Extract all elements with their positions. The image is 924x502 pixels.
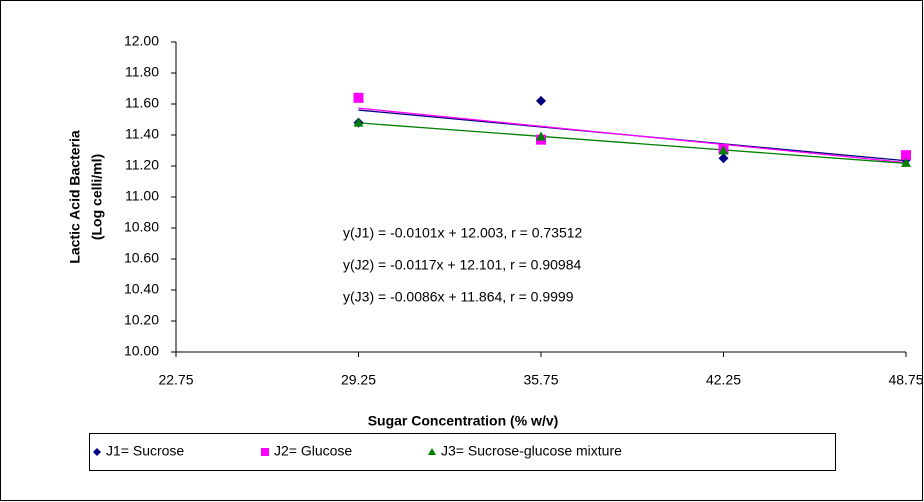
y-tick-label: 10.20 bbox=[124, 312, 159, 328]
y-tick-label: 11.40 bbox=[125, 126, 159, 142]
annotation: y(J1) = -0.0101x + 12.003, r = 0.73512 bbox=[343, 225, 583, 241]
y-tick-label: 10.80 bbox=[124, 219, 159, 235]
y-tick-label: 11.80 bbox=[125, 64, 159, 80]
legend-label: J3= Sucrose-glucose mixture bbox=[441, 443, 622, 459]
y-tick-label: 10.40 bbox=[124, 281, 159, 297]
x-tick-label: 22.75 bbox=[158, 372, 193, 388]
y-axis-title: (Log celli/ml) bbox=[89, 154, 105, 240]
y-tick-label: 11.00 bbox=[125, 188, 159, 204]
marker bbox=[536, 95, 546, 106]
y-tick-label: 11.60 bbox=[125, 95, 159, 111]
x-axis-title: Sugar Concentration (% w/v) bbox=[368, 413, 559, 429]
y-tick-label: 10.00 bbox=[124, 343, 159, 359]
y-tick-label: 12.00 bbox=[124, 33, 159, 49]
legend-label: J2= Glucose bbox=[274, 443, 352, 459]
annotation: y(J2) = -0.0117x + 12.101, r = 0.90984 bbox=[343, 257, 582, 273]
legend-box bbox=[89, 433, 836, 471]
y-tick-label: 11.20 bbox=[125, 157, 159, 173]
marker bbox=[718, 145, 729, 155]
marker bbox=[718, 153, 729, 164]
marker bbox=[353, 92, 364, 103]
legend-marker bbox=[93, 448, 101, 456]
x-tick-label: 48.75 bbox=[888, 372, 923, 388]
y-axis-title: Lactic Acid Bacteria bbox=[67, 130, 83, 264]
x-tick-label: 35.75 bbox=[523, 372, 558, 388]
trendline bbox=[358, 107, 907, 164]
marker bbox=[901, 150, 911, 161]
legend-label: J1= Sucrose bbox=[106, 443, 184, 459]
y-tick-label: 10.60 bbox=[124, 250, 159, 266]
legend-marker bbox=[261, 448, 269, 456]
marker bbox=[901, 157, 911, 167]
annotation: y(J3) = -0.0086x + 11.864, r = 0.9999 bbox=[343, 289, 574, 305]
legend-marker bbox=[428, 448, 436, 455]
x-tick-label: 42.25 bbox=[706, 372, 741, 388]
marker bbox=[353, 117, 364, 127]
marker bbox=[536, 131, 546, 141]
x-tick-label: 29.25 bbox=[341, 372, 376, 388]
trendline bbox=[358, 122, 907, 165]
